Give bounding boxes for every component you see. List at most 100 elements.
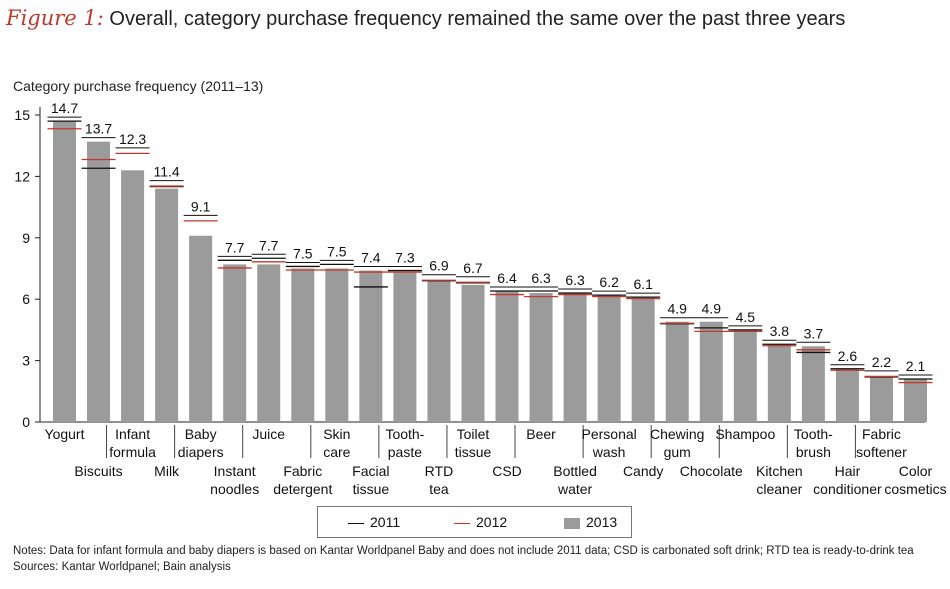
category-label: Chewing [650,426,704,442]
category-label: Toilet [457,426,490,442]
bar-value-label: 11.4 [154,164,180,180]
legend-label-2013: 2013 [586,514,618,530]
category-label: water [557,481,593,497]
category-label: Instant [214,463,256,479]
category-label: wash [592,444,626,460]
bar-value-label: 12.3 [119,131,146,147]
category-label: softener [856,444,907,460]
category-label: Color [899,463,933,479]
bar-2013 [665,321,689,422]
bar-2013 [461,284,485,422]
bar-2013 [699,321,723,422]
category-label: Tooth- [794,426,833,442]
bar-2013 [223,264,247,422]
bar-chart: 0 3 6 9 12 15 14.7 Yogurt 13.7 Biscuits 12.3 Infant… [14,100,946,497]
category-label: gum [664,444,691,460]
bar-2013 [529,293,553,422]
bar-2013 [427,280,451,422]
bar-2013 [291,268,315,422]
bar-2013 [869,376,893,422]
bar-value-label: 7.5 [293,245,313,261]
bar-value-label: 7.7 [259,237,279,253]
y-axis-label: Category purchase frequency (2011–13) [13,78,264,94]
y-tick-label: 0 [22,414,30,430]
category-label: Fabric [862,426,901,442]
bar-2013 [904,379,927,422]
bar-2013 [189,235,213,422]
bar-value-label: 7.5 [327,243,347,259]
bar-2013 [53,121,76,422]
category-label: tissue [455,444,492,460]
bar-value-label: 14.7 [51,100,78,116]
bar-2013 [257,264,281,422]
y-tick-label: 15 [14,107,30,123]
legend-swatch-2011 [348,522,364,524]
category-label: Kitchen [756,463,803,479]
sources-text: Sources: Kantar Worldpanel; Bain analysi… [13,561,231,573]
bar-value-label: 6.9 [429,258,449,274]
y-tick-label: 12 [14,168,30,184]
category-label: Milk [154,463,180,479]
bar-value-label: 7.4 [361,250,381,266]
category-label: Beer [526,426,556,442]
category-label: Bottled [553,463,597,479]
legend-item-2013: 2013 [564,514,617,530]
category-label: Skin [323,426,350,442]
bar-2013 [359,270,383,422]
category-label: Hair [835,463,861,479]
legend-item-2011: 2011 [348,514,400,530]
category-label: diapers [178,444,224,460]
notes: Notes: Data for infant formula and baby … [13,543,914,575]
y-tick-label: 6 [22,291,30,307]
bar-value-label: 4.9 [667,301,687,317]
bar-2013 [87,141,111,422]
bar-2013 [801,346,825,422]
bar-value-label: 6.3 [565,272,585,288]
bar-value-label: 2.6 [838,348,858,364]
bar-value-label: 7.3 [395,250,415,266]
category-label: cosmetics [884,481,946,497]
bar-2013 [733,329,757,422]
figure-label: Figure 1: [6,6,104,30]
legend-swatch-2012 [454,522,470,524]
category-label: paste [388,444,422,460]
category-label: Baby [185,426,217,442]
category-label: Chocolate [680,463,743,479]
legend: 2011 2012 2013 [317,506,632,538]
category-label: tea [429,481,449,497]
category-label: Facial [352,463,389,479]
category-label: Infant [115,426,150,442]
category-label: Biscuits [74,463,122,479]
bar-2013 [495,291,519,422]
category-label: noodles [210,481,259,497]
bar-2013 [393,272,417,422]
category-label: cleaner [756,481,802,497]
bar-2013 [835,368,859,422]
legend-label-2011: 2011 [370,514,401,530]
bar-value-label: 2.1 [906,358,926,374]
bar-2013 [563,293,587,422]
category-label: Juice [252,426,285,442]
category-label: Yogurt [45,426,85,442]
category-label: Shampoo [715,426,775,442]
bar-value-label: 2.2 [872,354,892,370]
y-tick-label: 9 [22,230,30,246]
bar-value-label: 4.9 [702,301,722,317]
category-label: RTD [425,463,454,479]
legend-item-2012: 2012 [454,514,507,530]
notes-text: Notes: Data for infant formula and baby … [13,545,914,557]
category-label: conditioner [813,481,882,497]
legend-swatch-2013 [564,517,580,529]
bar-value-label: 6.4 [497,270,517,286]
bar-value-label: 6.1 [633,276,653,292]
chart-title: Figure 1: Overall, category purchase fre… [6,6,845,31]
bar-2013 [155,188,179,422]
bar-2013 [597,295,621,422]
bar-value-label: 9.1 [191,198,211,214]
bar-value-label: 3.8 [770,323,790,339]
bar-2013 [325,268,349,422]
category-label: CSD [492,463,522,479]
bar-value-label: 3.7 [804,325,824,341]
category-label: Personal [582,426,637,442]
category-label: Candy [623,463,663,479]
